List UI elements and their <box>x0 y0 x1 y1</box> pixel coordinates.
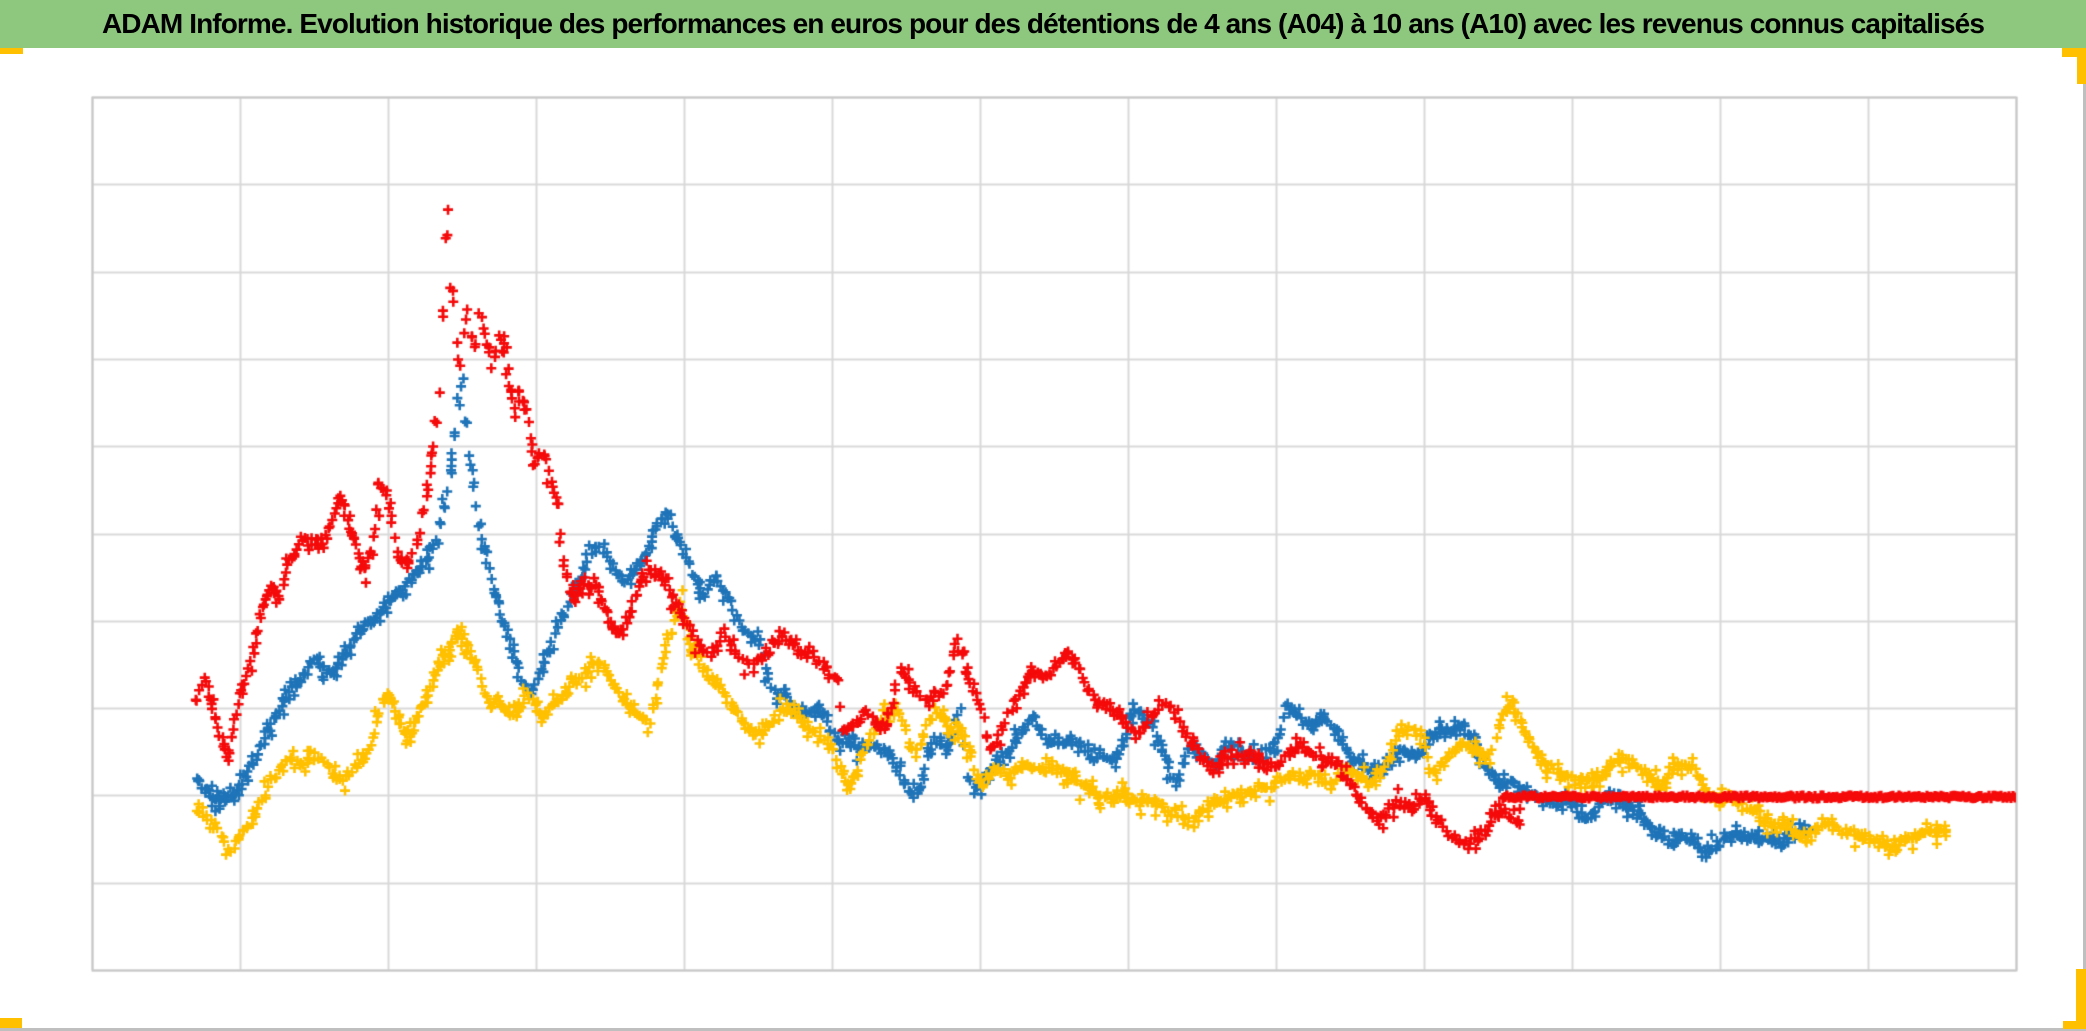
accent-bottom-left-bar <box>0 1018 22 1028</box>
accent-top-right-corner <box>2062 48 2086 84</box>
accent-top-left-bar <box>0 48 23 54</box>
accent-bottom-right-corner <box>2063 969 2086 1029</box>
